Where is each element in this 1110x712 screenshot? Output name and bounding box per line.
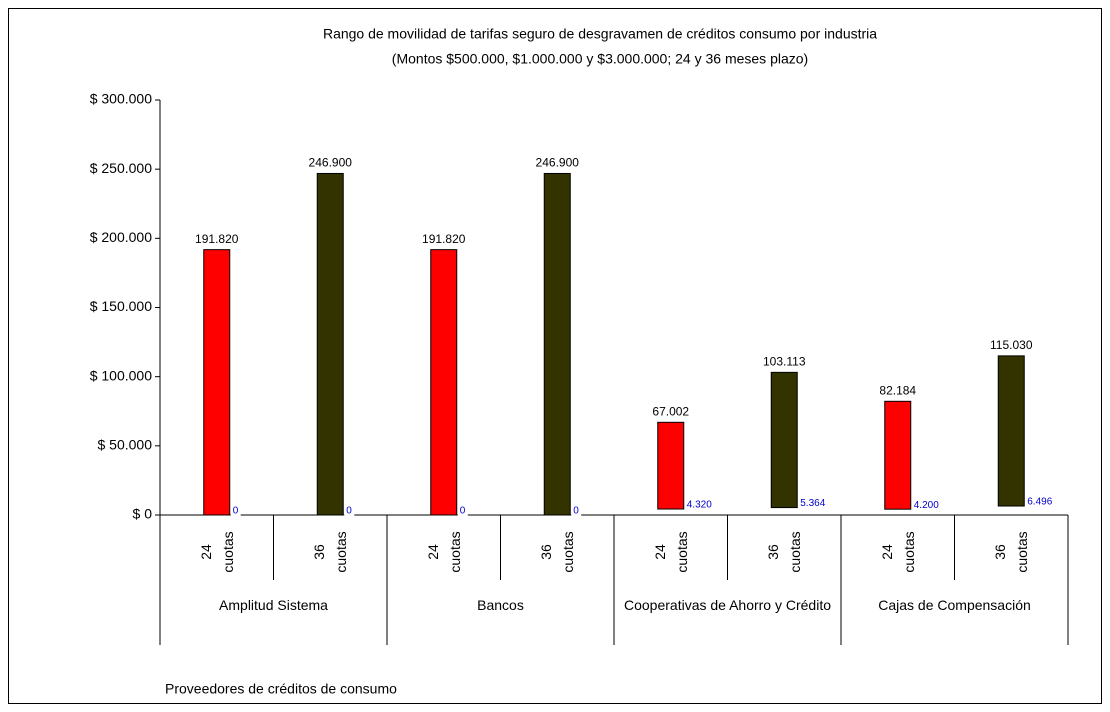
x-axis-label: Proveedores de créditos de consumo [165,681,397,697]
y-tick-label: $ 250.000 [90,160,152,176]
low-label: 4.200 [914,500,939,511]
y-tick-label: $ 300.000 [90,91,152,107]
group-label: Bancos [477,597,524,613]
category-label: 36 cuotas [765,531,804,573]
low-label: 0 [460,506,466,517]
category-label: 24 cuotas [651,531,690,573]
chart-subtitle: (Montos $500.000, $1.000.000 y $3.000.00… [392,51,808,67]
group-label: Amplitud Sistema [219,597,328,613]
range-bar [203,249,231,516]
high-label: 115.030 [990,338,1033,352]
category-label: 36 cuotas [992,531,1031,573]
low-label: 0 [233,506,239,517]
category-label: 24 cuotas [878,531,917,573]
y-tick-label: $ 0 [133,506,153,522]
y-tick-label: $ 200.000 [90,229,152,245]
range-bar [997,355,1025,507]
category-label: 36 cuotas [311,531,350,573]
group-label: Cajas de Compensación [878,597,1031,613]
y-tick-label: $ 50.000 [98,437,153,453]
range-bar [543,172,571,516]
low-label: 0 [346,506,352,517]
low-label: 0 [573,506,579,517]
high-label: 191.820 [195,232,239,246]
range-bar [770,371,798,509]
high-label: 246.900 [536,156,580,170]
low-label-bg [230,504,241,518]
y-tick-label: $ 100.000 [90,367,152,383]
low-label: 4.320 [687,500,712,511]
group-label: Cooperativas de Ahorro y Crédito [624,597,831,613]
low-label-bg [798,497,828,511]
high-label: 103.113 [763,355,806,369]
low-label-bg [344,504,355,518]
range-bar [657,421,685,510]
low-label-bg [684,498,715,512]
range-bar [430,249,458,516]
high-label: 67.002 [652,404,689,418]
low-label-bg [1025,495,1055,509]
high-label: 191.820 [422,232,466,246]
y-tick-label: $ 150.000 [90,298,152,314]
low-label: 6.496 [1027,497,1052,508]
category-label: 24 cuotas [197,531,236,573]
category-label: 24 cuotas [424,531,463,573]
low-label-bg [457,504,468,518]
chart-title: Rango de movilidad de tarifas seguro de … [323,26,877,42]
low-label-bg [911,498,942,512]
range-bar [884,400,912,510]
category-label: 36 cuotas [538,531,577,573]
high-label: 246.900 [309,156,353,170]
high-label: 82.184 [879,383,916,397]
range-bar [316,172,344,516]
low-label-bg [571,504,582,518]
low-label: 5.364 [800,498,825,509]
